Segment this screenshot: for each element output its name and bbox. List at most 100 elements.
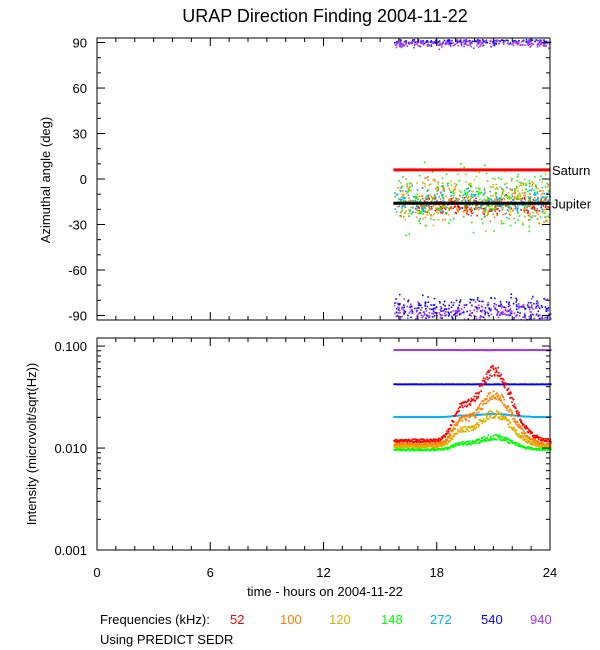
azimuth-point — [496, 309, 498, 311]
azimuth-point — [424, 197, 427, 199]
intensity-point — [453, 433, 455, 435]
azimuth-point — [495, 207, 497, 209]
azimuth-point — [426, 177, 428, 179]
azimuth-point — [441, 186, 444, 188]
azimuth-point — [498, 200, 501, 202]
intensity-point — [456, 424, 459, 426]
azimuth-point — [434, 180, 436, 182]
intensity-point — [481, 400, 483, 402]
azimuth-point — [474, 195, 476, 197]
azimuth-point — [433, 197, 435, 200]
azimuth-point — [401, 308, 403, 310]
azimuth-point — [441, 206, 444, 208]
azimuth-point — [500, 306, 503, 309]
azimuth-point — [395, 194, 398, 196]
azimuth-point — [508, 198, 511, 200]
azimuth-point — [523, 192, 526, 195]
azimuth-point — [492, 213, 494, 216]
intensity-point — [476, 439, 479, 442]
azimuth-point — [475, 307, 478, 309]
azimuth-point — [408, 189, 410, 192]
intensity-point — [400, 440, 402, 443]
intensity-point — [494, 396, 497, 399]
azimuth-point — [494, 194, 497, 196]
azimuth-point — [414, 307, 416, 310]
intensity-point — [468, 399, 470, 402]
azimuth-point — [514, 315, 517, 318]
azimuth-point — [517, 207, 519, 210]
azimuth-point — [432, 41, 435, 43]
intensity-point — [495, 413, 498, 415]
intensity-point — [464, 405, 466, 407]
azimuth-point — [528, 315, 530, 318]
azimuth-point — [522, 209, 525, 212]
intensity-point — [476, 392, 478, 394]
intensity-point — [446, 448, 449, 451]
azimuth-point — [439, 308, 442, 311]
intensity-point — [501, 380, 504, 383]
intensity-point — [490, 437, 493, 440]
intensity-point — [456, 429, 459, 431]
azimuth-point — [502, 191, 504, 194]
azimuth-point — [547, 215, 549, 218]
azimuth-point — [424, 177, 426, 179]
azimuth-point — [483, 213, 485, 215]
intensity-point — [446, 442, 449, 445]
azimuth-point — [491, 205, 493, 207]
azimuth-point — [434, 195, 437, 197]
intensity-point — [473, 425, 476, 427]
intensity-point — [507, 423, 509, 426]
intensity-point — [417, 445, 420, 448]
azimuth-point — [480, 206, 483, 209]
azimuth-point — [459, 313, 461, 316]
azimuth-point — [542, 192, 544, 195]
azimuth-point — [475, 197, 477, 200]
azimuth-point — [457, 204, 459, 206]
intensity-point — [467, 426, 470, 428]
intensity-point — [422, 444, 425, 447]
azimuth-point — [433, 205, 435, 207]
azimuth-point — [426, 45, 429, 47]
azimuth-point — [479, 198, 481, 201]
azimuth-point — [443, 197, 446, 200]
intensity-point — [514, 430, 516, 432]
azimuth-point — [430, 43, 433, 46]
azimuth-point — [408, 42, 410, 45]
intensity-point — [428, 445, 430, 448]
intensity-point — [404, 440, 406, 443]
azimuth-point — [532, 295, 534, 298]
intensity-point — [493, 390, 495, 393]
intensity-point — [510, 415, 512, 417]
intensity-point — [393, 448, 396, 451]
azimuth-point — [514, 221, 517, 224]
azimuth-point — [536, 218, 539, 220]
azimuth-point — [410, 213, 413, 215]
azimuth-point — [542, 190, 545, 192]
azimuth-point — [493, 40, 496, 43]
azimuth-point — [432, 171, 434, 173]
azimuth-point — [504, 198, 506, 201]
azimuth-point — [416, 309, 418, 312]
azimuth-point — [536, 300, 538, 302]
azimuth-point — [519, 197, 522, 200]
azimuth-point — [536, 210, 539, 212]
azimuth-point — [527, 301, 530, 304]
intensity-point — [485, 402, 488, 404]
azimuth-point — [507, 305, 510, 308]
azimuth-point — [426, 305, 429, 308]
azimuth-point — [517, 305, 520, 308]
azimuth-point — [440, 191, 442, 194]
azimuth-point — [459, 300, 461, 303]
azimuth-point — [528, 40, 530, 42]
intensity-point — [545, 438, 547, 440]
intensity-point — [545, 444, 548, 446]
azimuth-point — [516, 314, 518, 316]
azimuth-point — [457, 308, 459, 311]
intensity-point — [456, 412, 458, 414]
azimuth-point — [510, 200, 513, 203]
azimuth-point — [403, 205, 405, 207]
intensity-point — [506, 388, 509, 391]
azimuth-point — [442, 182, 444, 184]
intensity-point — [513, 417, 516, 420]
azimuth-point — [481, 199, 484, 202]
